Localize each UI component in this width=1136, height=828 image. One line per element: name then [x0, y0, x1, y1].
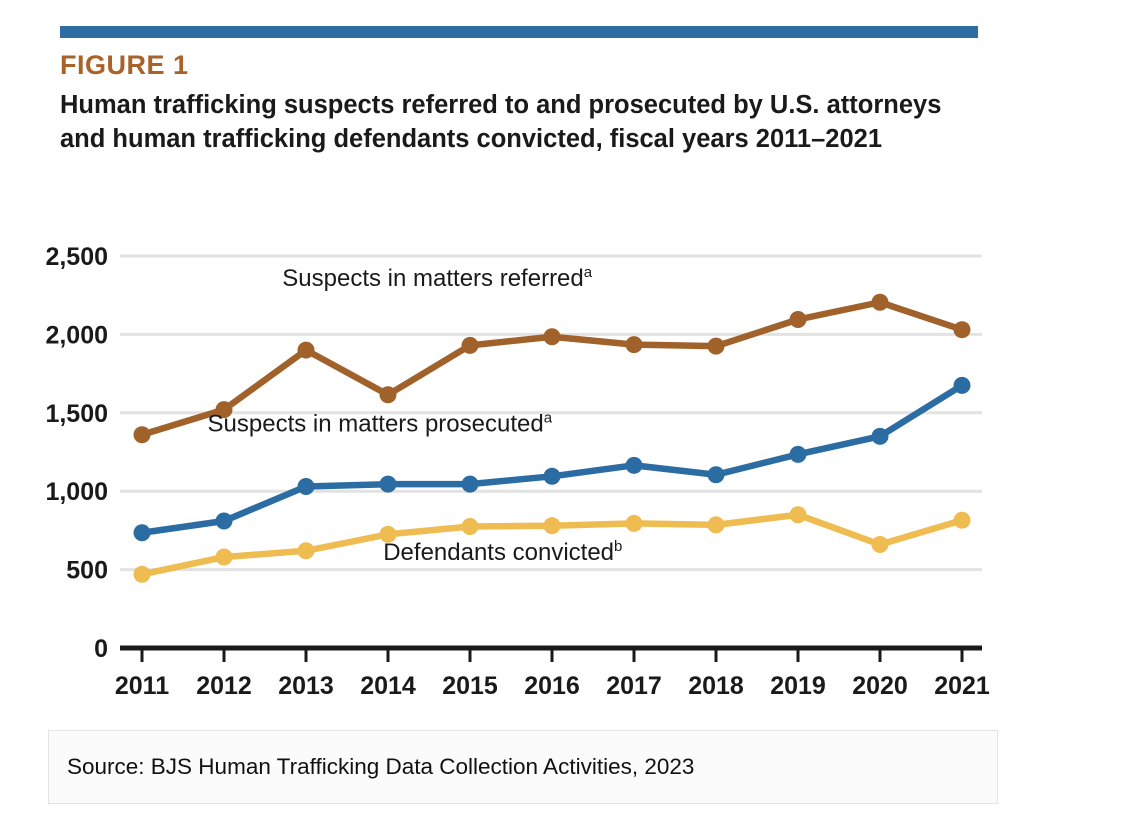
data-point — [215, 548, 233, 566]
data-point — [461, 475, 479, 493]
x-tick-label: 2016 — [524, 672, 580, 700]
series-annotation: Suspects in matters prosecuteda — [208, 410, 553, 438]
series-annotation: Suspects in matters referreda — [282, 264, 592, 292]
source-text: Source: BJS Human Trafficking Data Colle… — [67, 754, 695, 779]
x-tick-label: 2019 — [770, 672, 826, 700]
x-tick-label: 2013 — [278, 672, 334, 700]
chart-gridlines — [120, 254, 982, 572]
data-point — [871, 427, 889, 445]
data-point — [789, 445, 807, 463]
data-point — [789, 506, 807, 524]
chart-series — [133, 376, 971, 542]
data-point — [461, 517, 479, 535]
line-chart: 0 500 1,000 1,500 2,000 2,500 2011 2012 2013 201… — [0, 230, 1010, 710]
data-point — [625, 336, 643, 354]
x-axis — [120, 645, 982, 662]
data-point — [215, 512, 233, 530]
series-annotation: Defendants convictedb — [383, 538, 622, 566]
data-point — [625, 514, 643, 532]
y-tick-label: 500 — [66, 557, 108, 585]
y-tick-label: 1,500 — [45, 400, 108, 428]
y-tick-label: 0 — [94, 635, 108, 663]
data-point — [543, 328, 561, 346]
data-point — [543, 517, 561, 535]
data-point — [953, 376, 971, 394]
data-point — [953, 321, 971, 339]
chart-annotations-layer: Suspects in matters referreda Suspects in… — [208, 264, 623, 566]
data-point — [953, 511, 971, 529]
data-point — [707, 516, 725, 534]
data-point — [871, 536, 889, 554]
x-tick-label: 2018 — [688, 672, 744, 700]
data-point — [133, 565, 151, 583]
x-tick-label: 2015 — [442, 672, 498, 700]
x-tick-label: 2021 — [934, 672, 990, 700]
y-tick-label: 2,000 — [45, 321, 108, 349]
data-point — [297, 542, 315, 560]
source-box: Source: BJS Human Trafficking Data Colle… — [48, 730, 998, 804]
x-tick-label: 2011 — [115, 672, 169, 700]
x-tick-label: 2014 — [360, 672, 416, 700]
data-point — [871, 293, 889, 311]
y-tick-label: 1,000 — [45, 478, 108, 506]
chart-series — [133, 506, 971, 583]
x-tick-label: 2012 — [196, 672, 252, 700]
data-point — [789, 311, 807, 329]
x-axis-tick-labels: 2011 2012 2013 2014 2015 2016 2017 2018 2019 2020… — [115, 672, 990, 700]
data-point — [543, 467, 561, 485]
data-point — [379, 525, 397, 543]
data-point — [215, 401, 233, 419]
y-axis-tick-labels: 0 500 1,000 1,500 2,000 2,500 — [45, 243, 108, 663]
x-tick-label: 2020 — [852, 672, 908, 700]
data-point — [133, 426, 151, 444]
data-point — [379, 386, 397, 404]
y-tick-label: 2,500 — [45, 243, 108, 271]
x-tick-label: 2017 — [606, 672, 662, 700]
top-accent-rule — [60, 26, 978, 38]
data-point — [297, 477, 315, 495]
data-point — [133, 524, 151, 542]
data-point — [379, 475, 397, 493]
data-point — [297, 341, 315, 359]
chart-series-layer — [133, 293, 971, 583]
data-point — [707, 337, 725, 355]
data-point — [625, 456, 643, 474]
figure-title: Human trafficking suspects referred to a… — [60, 91, 942, 153]
data-point — [707, 466, 725, 484]
data-point — [461, 336, 479, 354]
chart-series — [133, 293, 971, 444]
figure-label: FIGURE 1 — [60, 50, 189, 80]
series-line — [138, 382, 966, 537]
